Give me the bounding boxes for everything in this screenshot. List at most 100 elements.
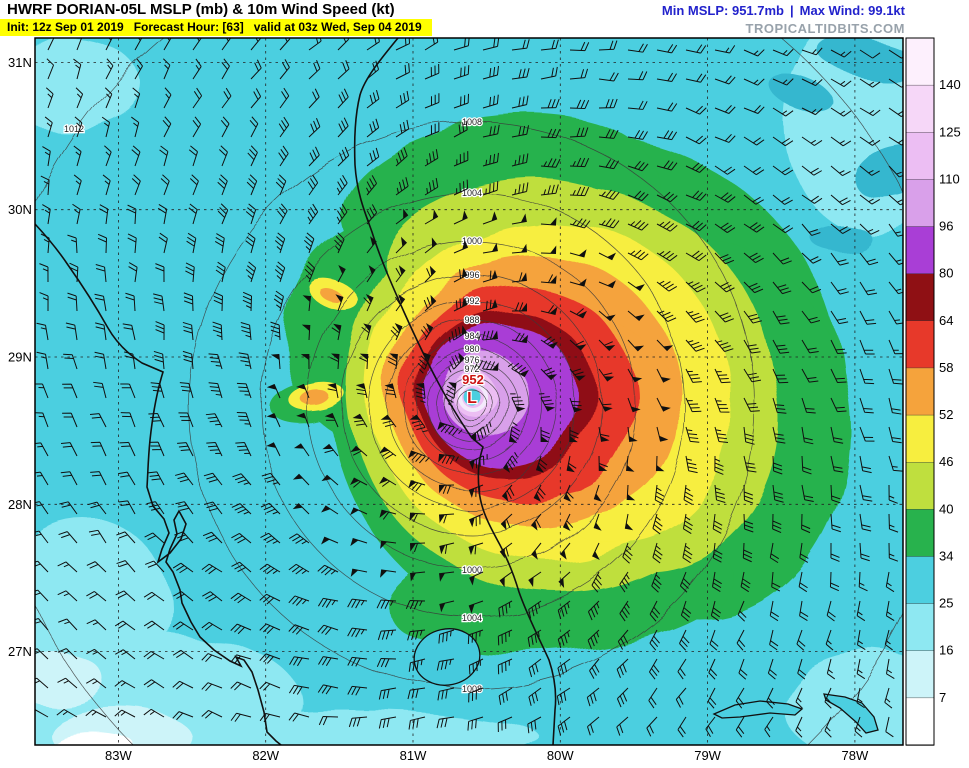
wind-barb bbox=[423, 294, 437, 312]
wind-barb-staff bbox=[424, 93, 440, 109]
wind-barb bbox=[104, 145, 112, 167]
wind-barb-staff bbox=[62, 412, 78, 428]
wind-barb-staff bbox=[888, 252, 903, 265]
wind-barb bbox=[366, 38, 380, 51]
wind-barb-pennant bbox=[605, 314, 616, 321]
wind-barb bbox=[598, 368, 615, 382]
wind-barb bbox=[307, 174, 319, 196]
wind-barb bbox=[424, 149, 439, 167]
wind-barb-staff bbox=[616, 687, 629, 708]
wind-barb-staff bbox=[377, 629, 397, 641]
wind-barb bbox=[160, 174, 170, 196]
wind-barb bbox=[598, 189, 620, 200]
wind-barb bbox=[395, 236, 407, 254]
wind-barb-pennant bbox=[426, 323, 433, 333]
wind-barb bbox=[439, 542, 455, 555]
wind-barb-pennant bbox=[520, 243, 527, 253]
wind-barb-staff bbox=[712, 513, 723, 534]
wind-barb bbox=[772, 426, 786, 444]
wind-band-blob bbox=[302, 391, 330, 407]
wind-barb bbox=[350, 568, 368, 577]
wind-barb bbox=[468, 658, 484, 675]
wind-barb-pennant bbox=[296, 412, 306, 419]
colorbar-segment bbox=[905, 132, 935, 181]
wind-barb-staff bbox=[288, 563, 310, 575]
wind-barb-staff bbox=[395, 90, 410, 109]
wind-barb-staff bbox=[511, 153, 529, 167]
wind-barb-staff bbox=[859, 426, 875, 442]
wind-barb bbox=[772, 165, 794, 176]
wind-barb-staff bbox=[468, 687, 484, 703]
wind-barb-pennant bbox=[626, 464, 635, 472]
wind-barb-pennant bbox=[266, 384, 277, 390]
wind-barb bbox=[366, 147, 380, 167]
wind-barb-staff bbox=[182, 350, 194, 370]
wind-barb-staff bbox=[656, 44, 678, 54]
wind-barb-staff bbox=[230, 654, 252, 664]
wind-barb bbox=[482, 94, 499, 109]
wind-barb bbox=[62, 383, 78, 399]
wind-barb bbox=[122, 323, 136, 341]
wind-barb-staff bbox=[358, 353, 369, 370]
colorbar-segment bbox=[905, 509, 935, 558]
wind-barb bbox=[535, 455, 548, 473]
wind-barb-staff bbox=[627, 160, 649, 172]
wind-barb-staff bbox=[250, 88, 262, 109]
wind-barb bbox=[801, 78, 823, 87]
wind-barb-staff bbox=[289, 656, 310, 667]
wind-barb bbox=[540, 66, 558, 80]
lon-label: 81W bbox=[400, 748, 427, 763]
wind-barb-pennant bbox=[632, 376, 643, 383]
wind-barb-staff bbox=[830, 513, 841, 533]
wind-barb bbox=[714, 426, 729, 444]
wind-barb-pennant bbox=[563, 522, 571, 531]
wind-barb bbox=[569, 308, 587, 319]
wind-band-blob bbox=[818, 38, 903, 80]
wind-barb-staff bbox=[220, 116, 230, 138]
wind-barb bbox=[656, 44, 678, 54]
wind-barb-staff bbox=[685, 44, 707, 54]
wind-barb-staff bbox=[390, 326, 403, 341]
wind-barb bbox=[143, 679, 165, 689]
wind-barb bbox=[598, 426, 610, 442]
wind-barb bbox=[772, 107, 794, 117]
wind-barb-staff bbox=[35, 709, 49, 718]
wind-barb-staff bbox=[157, 203, 168, 225]
wind-barb-staff bbox=[288, 595, 310, 606]
wind-barb-staff bbox=[288, 533, 310, 545]
wind-barb-staff bbox=[445, 383, 457, 407]
wind-barb bbox=[511, 302, 528, 312]
wind-barb bbox=[378, 687, 397, 700]
wind-barb-staff bbox=[173, 591, 194, 602]
wind-barb bbox=[470, 421, 492, 443]
wind-barb-staff bbox=[337, 117, 349, 138]
wind-barb bbox=[88, 529, 107, 544]
wind-barb-pennant bbox=[600, 435, 610, 442]
wind-barb-staff bbox=[772, 107, 794, 117]
wind-barb-staff bbox=[147, 471, 165, 486]
wind-barb-staff bbox=[62, 383, 78, 399]
wind-barb-staff bbox=[683, 484, 694, 505]
wind-barb bbox=[39, 263, 49, 283]
wind-barb bbox=[508, 422, 521, 444]
wind-barb-pennant bbox=[301, 324, 310, 332]
wind-barb-staff bbox=[799, 600, 809, 621]
wind-barb bbox=[769, 600, 779, 622]
wind-barb bbox=[656, 250, 678, 262]
wind-barb-staff bbox=[885, 716, 894, 738]
colorbar-tick-label: 140 bbox=[939, 77, 961, 92]
wind-barb bbox=[685, 250, 707, 262]
wind-barb bbox=[453, 120, 468, 138]
wind-barb-staff bbox=[158, 232, 168, 254]
wind-barb bbox=[830, 513, 841, 533]
wind-barb-staff bbox=[337, 88, 349, 109]
wind-barb-staff bbox=[102, 174, 111, 196]
wind-barb bbox=[45, 87, 54, 109]
wind-barb bbox=[888, 426, 902, 444]
wind-barb bbox=[162, 116, 172, 138]
wind-barb bbox=[627, 71, 648, 81]
wind-barb bbox=[153, 350, 165, 370]
wind-barb-staff bbox=[888, 165, 903, 178]
wind-barb bbox=[563, 484, 574, 502]
